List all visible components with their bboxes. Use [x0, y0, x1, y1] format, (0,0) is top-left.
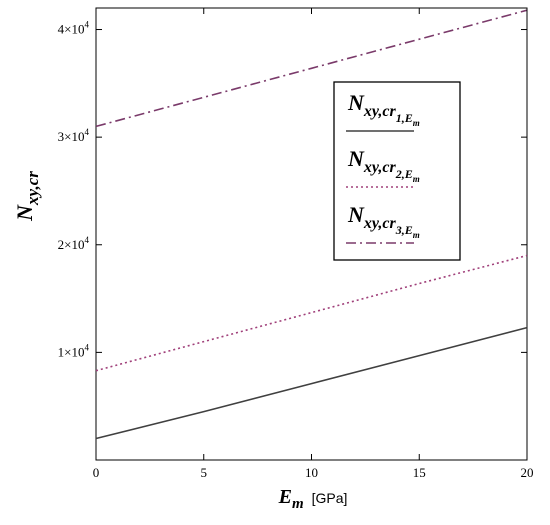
y-axis-title-main: N — [12, 204, 37, 222]
legend-box — [333, 81, 461, 261]
y-tick-label: 4×104 — [58, 20, 90, 37]
x-tick-label: 5 — [201, 465, 208, 480]
x-tick-label: 10 — [305, 465, 318, 480]
y-axis-title: Nxy,cr — [12, 171, 42, 222]
legend-label-1: Nxy,cr1,Em — [347, 90, 420, 128]
plot-area-border — [95, 7, 528, 461]
legend: Nxy,cr1,Em Nxy,cr2,Em Nxy,cr3,Em — [333, 81, 461, 261]
y-axis-title-sub: xy,cr — [23, 171, 42, 206]
series-3-line — [95, 9, 528, 128]
x-axis-unit: [GPa] — [312, 490, 348, 506]
plot-frame — [95, 7, 528, 461]
x-axis-title-main: E — [278, 486, 292, 508]
x-tick-label: 15 — [413, 465, 426, 480]
series-2-line — [95, 254, 528, 372]
x-tick-label: 20 — [521, 465, 534, 480]
x-axis-title-sub: m — [292, 496, 304, 512]
x-axis-title: Em [GPa] — [278, 486, 348, 512]
series-lines — [95, 9, 528, 440]
legend-label-2: Nxy,cr2,Em — [347, 146, 420, 184]
y-axis-ticks: 1×104 2×104 3×104 4×104 — [58, 20, 527, 359]
y-tick-label: 3×104 — [58, 127, 90, 144]
y-tick-label: 2×104 — [58, 235, 90, 252]
y-tick-label: 1×104 — [58, 342, 90, 359]
legend-label-3: Nxy,cr3,Em — [347, 202, 420, 240]
x-axis-ticks: 0 5 10 15 20 — [93, 8, 534, 480]
series-1-line — [95, 326, 528, 440]
x-tick-label: 0 — [93, 465, 100, 480]
